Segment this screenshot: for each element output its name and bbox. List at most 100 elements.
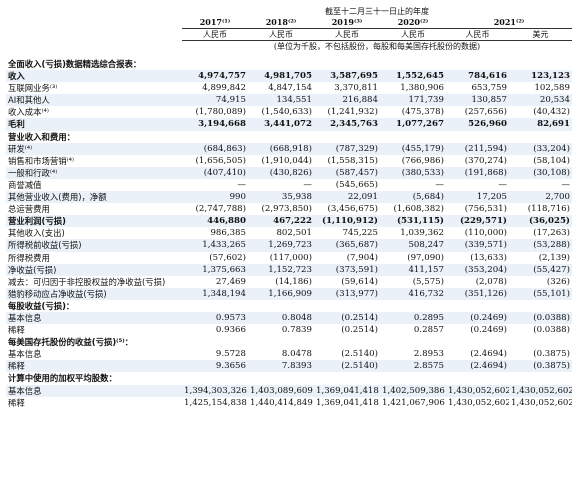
table-row: 所得税前收益(亏损) 1,433,265 1,269,723 (365,687) 508… xyxy=(6,239,572,252)
cell-value: (0.2469) xyxy=(446,311,509,325)
financial-table: 截至十二月三十一日止的年度 2017⁽¹⁾ 2018⁽²⁾ 2019⁽³⁾ 2020⁽… xyxy=(6,6,572,409)
cell-value: (97,090) xyxy=(407,252,444,263)
cell-value: 1,394,303,326 xyxy=(182,384,248,397)
cell-value: 3,194,668 xyxy=(182,118,248,131)
row-label: 基本信息 xyxy=(8,349,42,360)
cell-value: 2.8575 xyxy=(380,360,446,373)
year-header: 2017⁽¹⁾ xyxy=(182,17,248,29)
cell-value: 986,385 xyxy=(210,228,246,239)
financial-table-page: 截至十二月三十一日止的年度 2017⁽¹⁾ 2018⁽²⁾ 2019⁽³⁾ 2020⁽… xyxy=(6,6,578,409)
row-label: 稀释 xyxy=(6,360,182,373)
row-label: 其他收入(支出) xyxy=(8,228,65,239)
cell-value: 467,222 xyxy=(248,215,314,228)
cell-value: (5,684) xyxy=(380,191,446,204)
cell-value: (229,571) xyxy=(446,215,509,228)
year-header: 2020⁽²⁾ xyxy=(380,17,446,29)
cell-value: (365,687) xyxy=(314,239,380,252)
cell-value: (0.3875) xyxy=(509,360,572,373)
cell-value: 1,430,052,602 xyxy=(448,397,509,408)
cell-value: 0.9573 xyxy=(182,311,248,325)
cell-value: (30,108) xyxy=(509,166,572,179)
cell-value: (257,656) xyxy=(464,107,507,118)
section-heading: 营业收入和费用： xyxy=(8,131,75,142)
cell-value: 1,369,041,418 xyxy=(316,397,379,408)
cell-value: 4,899,842 xyxy=(202,83,246,94)
cell-value: (36,025) xyxy=(509,215,572,228)
cell-value: 3,441,072 xyxy=(248,118,314,131)
cell-value: 1,380,906 xyxy=(400,83,444,94)
row-label: 总运营费用 xyxy=(8,204,50,215)
table-row: 商誉减值 — — (545,665) — — — xyxy=(6,179,572,191)
cell-value: (1,910,044) xyxy=(261,155,312,166)
cell-value: 508,247 xyxy=(380,239,446,252)
cell-value: (2,973,850) xyxy=(261,204,312,215)
cell-value: (370,274) xyxy=(464,155,507,166)
cell-value: 123,123 xyxy=(509,70,572,83)
currency-header: 人民币 xyxy=(446,28,509,41)
cell-value: (5,575) xyxy=(412,276,444,287)
table-row: 一般和行政⁽⁴⁾ (407,410) (430,826) (587,457) (380,… xyxy=(6,166,572,179)
cell-value: — xyxy=(435,179,444,190)
row-label: 研发⁽⁴⁾ xyxy=(6,142,182,155)
table-row: 净收益(亏损) 1,375,663 1,152,723 (373,591) 411,15… xyxy=(6,263,572,276)
cell-value: 411,157 xyxy=(380,263,446,276)
cell-value: (40,432) xyxy=(533,107,570,118)
cell-value: (380,533) xyxy=(380,166,446,179)
cell-value: (1,608,382) xyxy=(393,204,444,215)
table-row: 所得税费用 (57,602) (117,000) (7,904) (97,090) (13… xyxy=(6,252,572,264)
cell-value: (3,456,675) xyxy=(327,204,378,215)
cell-value: 2,345,763 xyxy=(314,118,380,131)
cell-value: (1,540,633) xyxy=(261,107,312,118)
cell-value: (14,186) xyxy=(275,276,312,287)
cell-value: (1,558,315) xyxy=(327,155,378,166)
cell-value: 9.3656 xyxy=(182,360,248,373)
cell-value: (2.5140) xyxy=(341,349,378,360)
table-row: 收入 4,974,757 4,981,705 3,587,695 1,552,645 78… xyxy=(6,70,572,83)
cell-value: 653,759 xyxy=(471,83,507,94)
cell-value: 4,981,705 xyxy=(248,70,314,83)
cell-value: 990 xyxy=(182,191,248,204)
table-row: AI和其他人 74,915 134,551 216,884 171,739 130,857… xyxy=(6,94,572,107)
section-heading: 每美国存托股份的收益(亏损)⁽⁵⁾： xyxy=(8,337,134,348)
cell-value: (2.5140) xyxy=(314,360,380,373)
cell-value: 1,440,414,849 xyxy=(250,397,313,408)
cell-value: 2.8953 xyxy=(413,349,444,360)
cell-value: (545,665) xyxy=(335,179,378,190)
table-row: 其他营业收入(费用)，净额 990 35,938 22,091 (5,684) 17,20… xyxy=(6,191,572,204)
cell-value: 1,369,041,418 xyxy=(314,384,380,397)
cell-value: (2,078) xyxy=(475,276,507,287)
currency-header: 美元 xyxy=(509,28,572,41)
cell-value: 0.8048 xyxy=(248,311,314,325)
cell-value: 20,534 xyxy=(509,94,572,107)
cell-value: (211,594) xyxy=(446,142,509,155)
cell-value: 3,370,811 xyxy=(334,83,378,94)
cell-value: 9.5728 xyxy=(215,349,246,360)
table-row: 减去：可归因于非控股权益的净收益(亏损) 27,469 (14,186) (59,61… xyxy=(6,276,572,288)
table-row: 销售和市场营销⁽⁴⁾ (1,656,505) (1,910,044) (1,558,3… xyxy=(6,155,572,167)
currency-header: 人民币 xyxy=(248,28,314,41)
cell-value: (53,288) xyxy=(509,239,572,252)
cell-value: 82,691 xyxy=(509,118,572,131)
cell-value: (531,115) xyxy=(380,215,446,228)
row-label: 猎豹移动应占净收益(亏损) xyxy=(6,287,182,300)
cell-value: 74,915 xyxy=(182,94,248,107)
cell-value: (430,826) xyxy=(248,166,314,179)
cell-value: (118,716) xyxy=(527,204,570,215)
cell-value: (475,378) xyxy=(401,107,444,118)
year-header: 2018⁽²⁾ xyxy=(248,17,314,29)
cell-value: 216,884 xyxy=(314,94,380,107)
cell-value: (59,614) xyxy=(341,276,378,287)
cell-value: (0.2514) xyxy=(314,311,380,325)
cell-value: (2,747,788) xyxy=(195,204,246,215)
cell-value: 0.2895 xyxy=(380,311,446,325)
row-label: AI和其他人 xyxy=(6,94,182,107)
cell-value: (55,427) xyxy=(509,263,572,276)
table-row: 基本信息 1,394,303,326 1,403,089,609 1,369,041,… xyxy=(6,384,572,397)
cell-value: 8.0478 xyxy=(281,349,312,360)
row-label: 商誉减值 xyxy=(8,179,42,190)
cell-value: 4,974,757 xyxy=(182,70,248,83)
table-row: 每美国存托股份的收益(亏损)⁽⁵⁾： xyxy=(6,336,572,348)
cell-value: 102,589 xyxy=(534,83,570,94)
row-label: 毛利 xyxy=(6,118,182,131)
row-label: 所得税前收益(亏损) xyxy=(6,239,182,252)
